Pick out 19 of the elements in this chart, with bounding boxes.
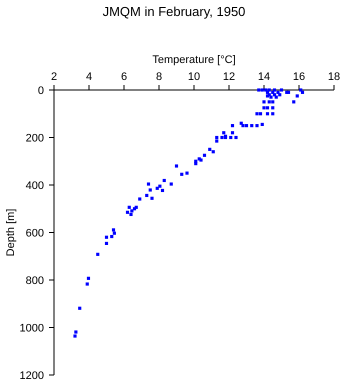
x-tick-label: 2 (50, 71, 58, 83)
x-tick-label: 6 (120, 71, 128, 83)
x-tick-label: 10 (188, 71, 200, 83)
x-tick-label: 14 (258, 71, 270, 83)
chart-title: JMQM in February, 1950 (102, 4, 246, 19)
y-tick-label: 0 (38, 84, 44, 97)
y-tick-label: 800 (26, 274, 44, 287)
x-tick-label: 12 (222, 71, 236, 83)
y-tick-label: 600 (26, 227, 44, 240)
y-tick-label: 1200 (20, 370, 44, 382)
y-tick-label: 1000 (20, 322, 44, 334)
y-tick-label: 400 (26, 180, 44, 192)
x-tick-label: 4 (86, 71, 92, 83)
x-tick-label: 16 (292, 71, 306, 83)
x-tick-label: 18 (328, 71, 340, 83)
y-axis-title: Depth [m] (4, 208, 17, 256)
x-tick-label: 8 (156, 71, 162, 83)
y-tick-label: 200 (26, 132, 44, 144)
x-axis-title: Temperature [°C] (152, 54, 236, 66)
